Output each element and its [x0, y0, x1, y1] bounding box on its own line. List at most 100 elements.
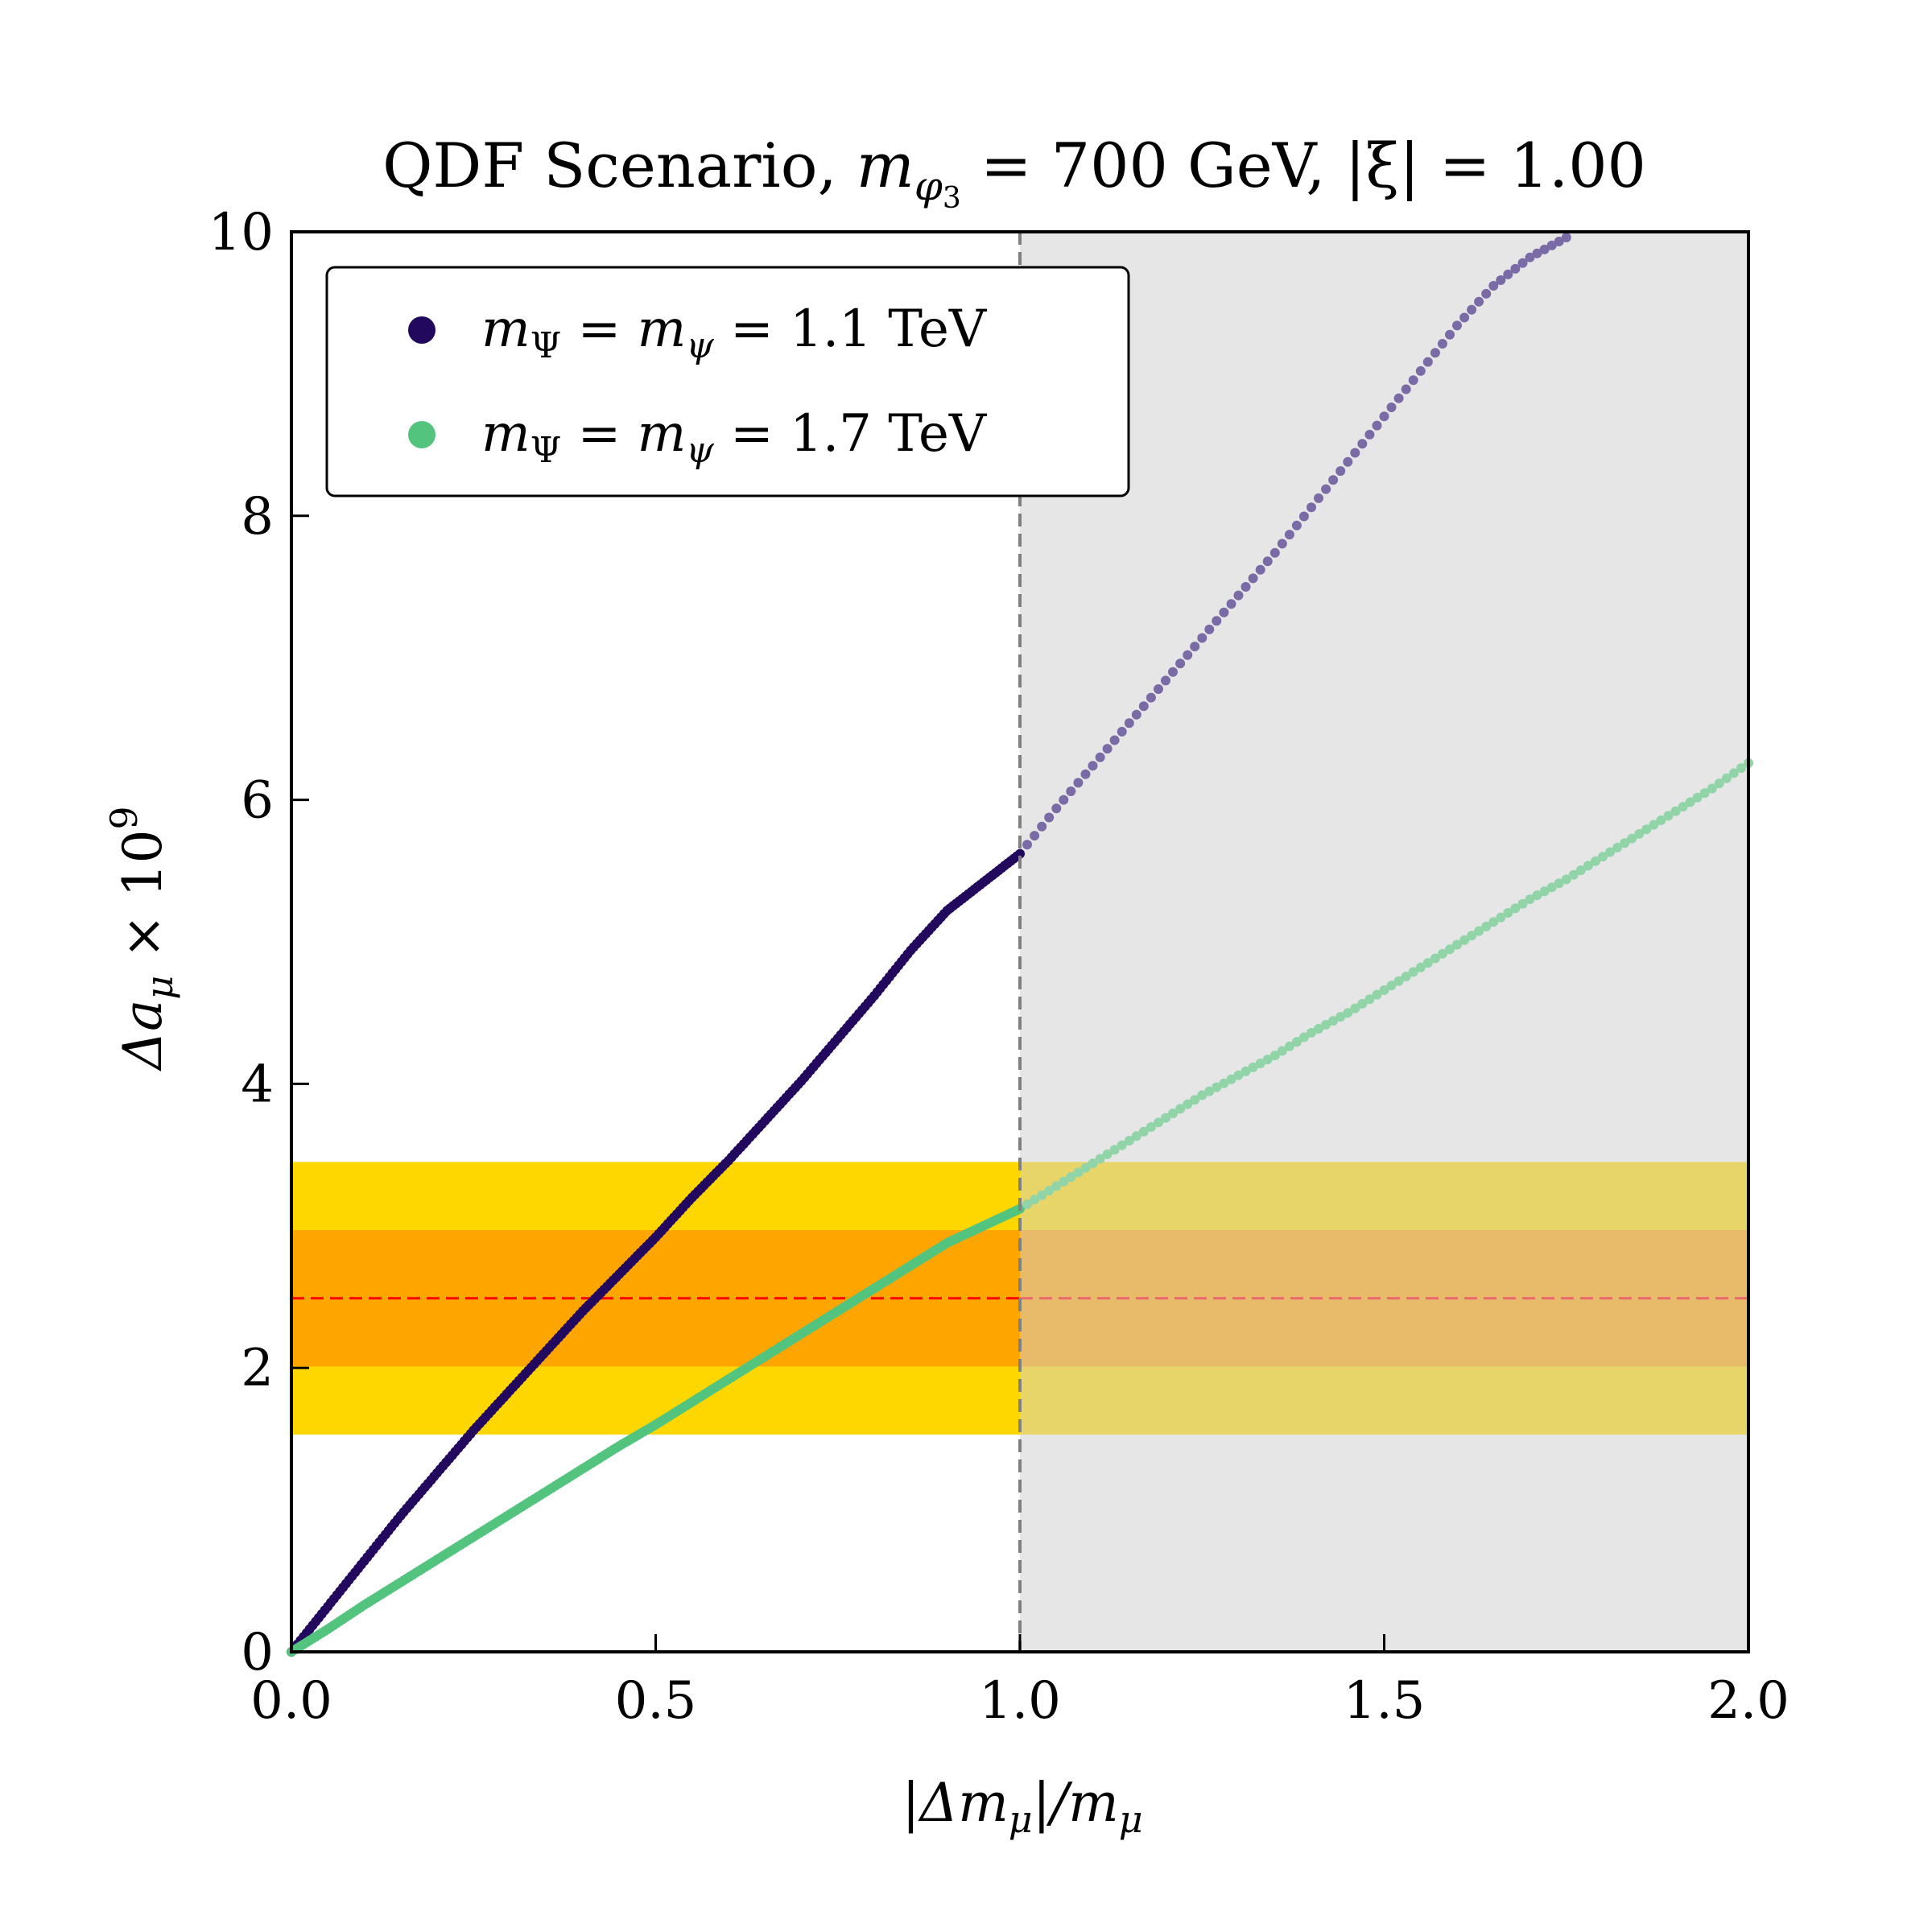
data-point — [1175, 1104, 1186, 1114]
data-point — [1095, 1154, 1105, 1164]
data-point — [1044, 812, 1055, 823]
axes: 0.0 0.5 1.0 1.5 2.0 0 2 4 6 8 10 — [208, 203, 1790, 1731]
data-point — [1393, 976, 1404, 986]
data-point — [1525, 252, 1535, 262]
measurement-bands — [291, 1162, 1748, 1435]
data-point — [1080, 1162, 1091, 1173]
data-point — [1183, 1099, 1193, 1109]
data-point — [1204, 624, 1215, 634]
scatter-points — [287, 233, 1753, 1657]
title-mass-symbol: m — [857, 130, 914, 201]
data-point — [1575, 865, 1586, 876]
data-point — [1080, 769, 1091, 779]
data-point — [1175, 658, 1186, 669]
data-point — [1474, 926, 1484, 936]
data-point — [1517, 898, 1528, 909]
data-point — [1459, 312, 1470, 323]
data-point — [1066, 1172, 1076, 1183]
y-tick-label: 10 — [208, 203, 274, 262]
data-point — [1408, 375, 1418, 386]
data-point — [1656, 815, 1666, 825]
data-point — [1678, 802, 1688, 812]
data-point — [1641, 824, 1652, 835]
data-point — [1233, 1070, 1244, 1080]
data-point — [1241, 1066, 1251, 1076]
data-point — [1255, 564, 1265, 575]
data-point — [1670, 806, 1681, 816]
data-point — [1364, 994, 1375, 1005]
data-point — [1430, 953, 1440, 964]
data-point — [1161, 1113, 1170, 1123]
data-point — [1314, 493, 1323, 503]
data-point — [1204, 1086, 1215, 1096]
data-point — [1386, 980, 1397, 991]
data-point — [1314, 1024, 1323, 1034]
data-point — [1415, 365, 1426, 376]
x-label-part-b: |/m — [1033, 1772, 1119, 1834]
data-point — [1379, 985, 1389, 995]
data-point — [1037, 1190, 1047, 1200]
y-tick-label: 2 — [241, 1339, 274, 1398]
x-tick-label: 0.0 — [250, 1671, 332, 1731]
data-point — [1146, 1122, 1156, 1132]
data-point — [1277, 539, 1287, 549]
data-point — [1393, 393, 1404, 403]
title-mass-value: = 700 GeV, — [961, 130, 1345, 201]
data-point — [1685, 797, 1695, 807]
legend: mΨ = mψ = 1.1 TeV mΨ = mψ = 1.7 TeV — [325, 266, 1130, 497]
y-tick-label: 6 — [241, 771, 274, 831]
data-point — [1467, 931, 1477, 941]
data-point — [1692, 792, 1703, 803]
data-point — [1467, 304, 1477, 315]
data-point — [1154, 684, 1163, 694]
data-point — [1109, 735, 1120, 745]
data-point — [1124, 1136, 1134, 1146]
data-point — [1190, 642, 1200, 652]
data-point — [1131, 709, 1141, 720]
data-point — [1146, 692, 1156, 703]
data-point — [1422, 357, 1433, 367]
data-point — [1510, 903, 1521, 914]
data-point — [1372, 989, 1382, 1000]
data-point — [1445, 944, 1455, 955]
data-point — [1183, 650, 1193, 660]
data-point — [1051, 1181, 1062, 1191]
data-point — [1422, 958, 1433, 968]
data-point — [1583, 861, 1593, 871]
data-point — [1627, 833, 1637, 844]
data-point — [1117, 726, 1127, 737]
data-point — [1452, 939, 1462, 950]
data-point — [1138, 1126, 1149, 1137]
data-point — [1190, 1095, 1200, 1105]
data-point — [1197, 1090, 1208, 1100]
data-point — [1328, 1016, 1339, 1026]
data-point — [1386, 402, 1397, 412]
data-point — [1437, 948, 1447, 959]
data-point — [1030, 1195, 1040, 1205]
data-point — [1291, 520, 1302, 530]
data-point — [1452, 320, 1462, 331]
data-point — [1161, 675, 1170, 686]
data-point — [1307, 1027, 1316, 1038]
x-label-sub2: μ — [1119, 1798, 1143, 1841]
data-point — [1335, 1012, 1346, 1022]
data-point — [1307, 502, 1316, 513]
y-label-part-b: × 10 — [112, 830, 174, 976]
data-point — [1415, 962, 1426, 972]
data-point — [1117, 1140, 1127, 1150]
data-point — [1721, 773, 1732, 783]
data-point — [1066, 786, 1076, 796]
chart-title: QDF Scenario, mφ3 = 700 GeV, |ξ| = 1.00 — [382, 130, 1646, 215]
data-point — [1212, 1082, 1222, 1092]
data-point — [1022, 1199, 1032, 1209]
data-point — [1241, 582, 1251, 592]
data-point — [1728, 768, 1739, 778]
data-point — [1714, 778, 1724, 789]
x-label-sub1: μ — [1009, 1798, 1033, 1841]
data-point — [1481, 288, 1492, 299]
data-point — [1707, 783, 1717, 794]
data-point — [1269, 547, 1280, 558]
legend-label-series-2: mΨ = mψ = 1.7 TeV — [481, 404, 988, 471]
data-point — [1277, 1046, 1287, 1056]
